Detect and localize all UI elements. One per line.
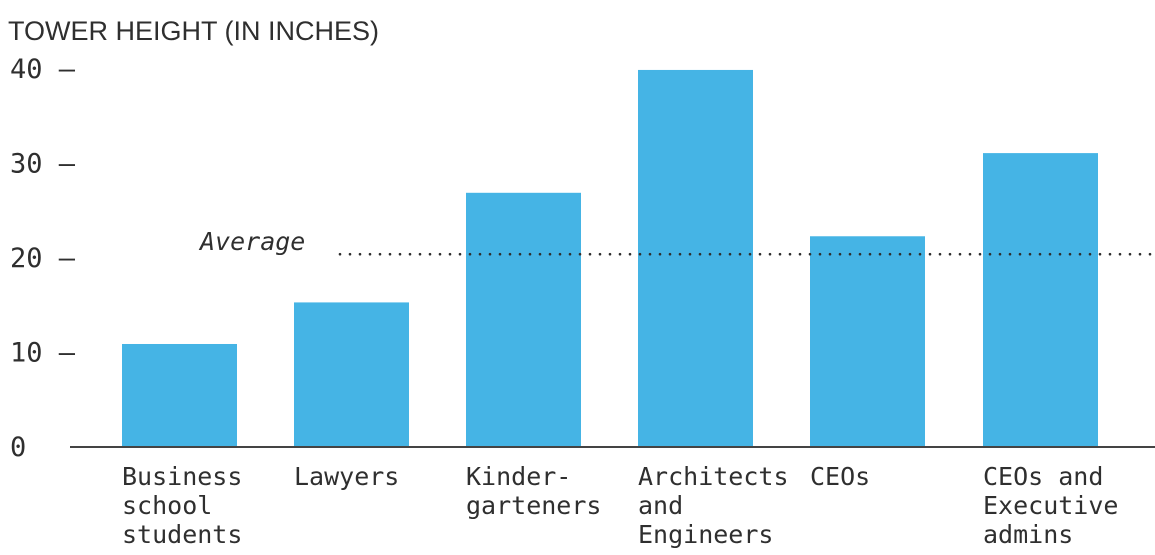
bar: [466, 192, 581, 447]
average-reference-line: Average: [198, 227, 1155, 256]
bar: [983, 153, 1098, 448]
bar: [122, 343, 237, 447]
x-tick-label: Architects and Engineers: [638, 462, 789, 549]
x-axis-category-labels: Business school students Lawyers Kinder-gart…: [122, 462, 1118, 549]
x-tick-label: Kinder-garteners: [466, 462, 601, 520]
chart-title: TOWER HEIGHT (IN INCHES): [8, 16, 379, 46]
bar: [638, 69, 753, 447]
y-axis-ticks: 0 10 – 20 – 30 – 40 –: [10, 54, 76, 463]
x-tick-label-line: and: [638, 491, 683, 520]
y-tick-label: 30 –: [10, 149, 76, 180]
bars: [122, 69, 1098, 448]
y-tick-label: 40 –: [10, 54, 76, 85]
x-tick-label-line: Lawyers: [294, 462, 399, 491]
y-tick-label: 20 –: [10, 243, 76, 274]
x-tick-label-line: school: [122, 491, 212, 520]
x-tick-label-line: Executive: [983, 491, 1118, 520]
x-tick-label-line: CEOs: [810, 462, 870, 491]
x-tick-label-line: Engineers: [638, 520, 773, 549]
y-tick-label: 10 –: [10, 338, 76, 369]
x-tick-label: CEOs: [810, 462, 870, 491]
x-tick-label: Lawyers: [294, 462, 399, 491]
x-tick-label-line: CEOs and: [983, 462, 1103, 491]
x-tick-label-line: Kinder-: [466, 462, 571, 491]
bar: [810, 236, 925, 447]
x-tick-label: Business school students: [122, 462, 242, 549]
x-tick-label-line: Business: [122, 462, 242, 491]
y-tick-label: 0: [10, 432, 26, 463]
average-label: Average: [198, 227, 305, 256]
x-tick-label-line: Architects: [638, 462, 789, 491]
x-tick-label-line: garteners: [466, 491, 601, 520]
bar: [294, 302, 409, 447]
x-tick-label-line: students: [122, 520, 242, 549]
x-tick-label: CEOs and Executive admins: [983, 462, 1118, 549]
x-tick-label-line: admins: [983, 520, 1073, 549]
